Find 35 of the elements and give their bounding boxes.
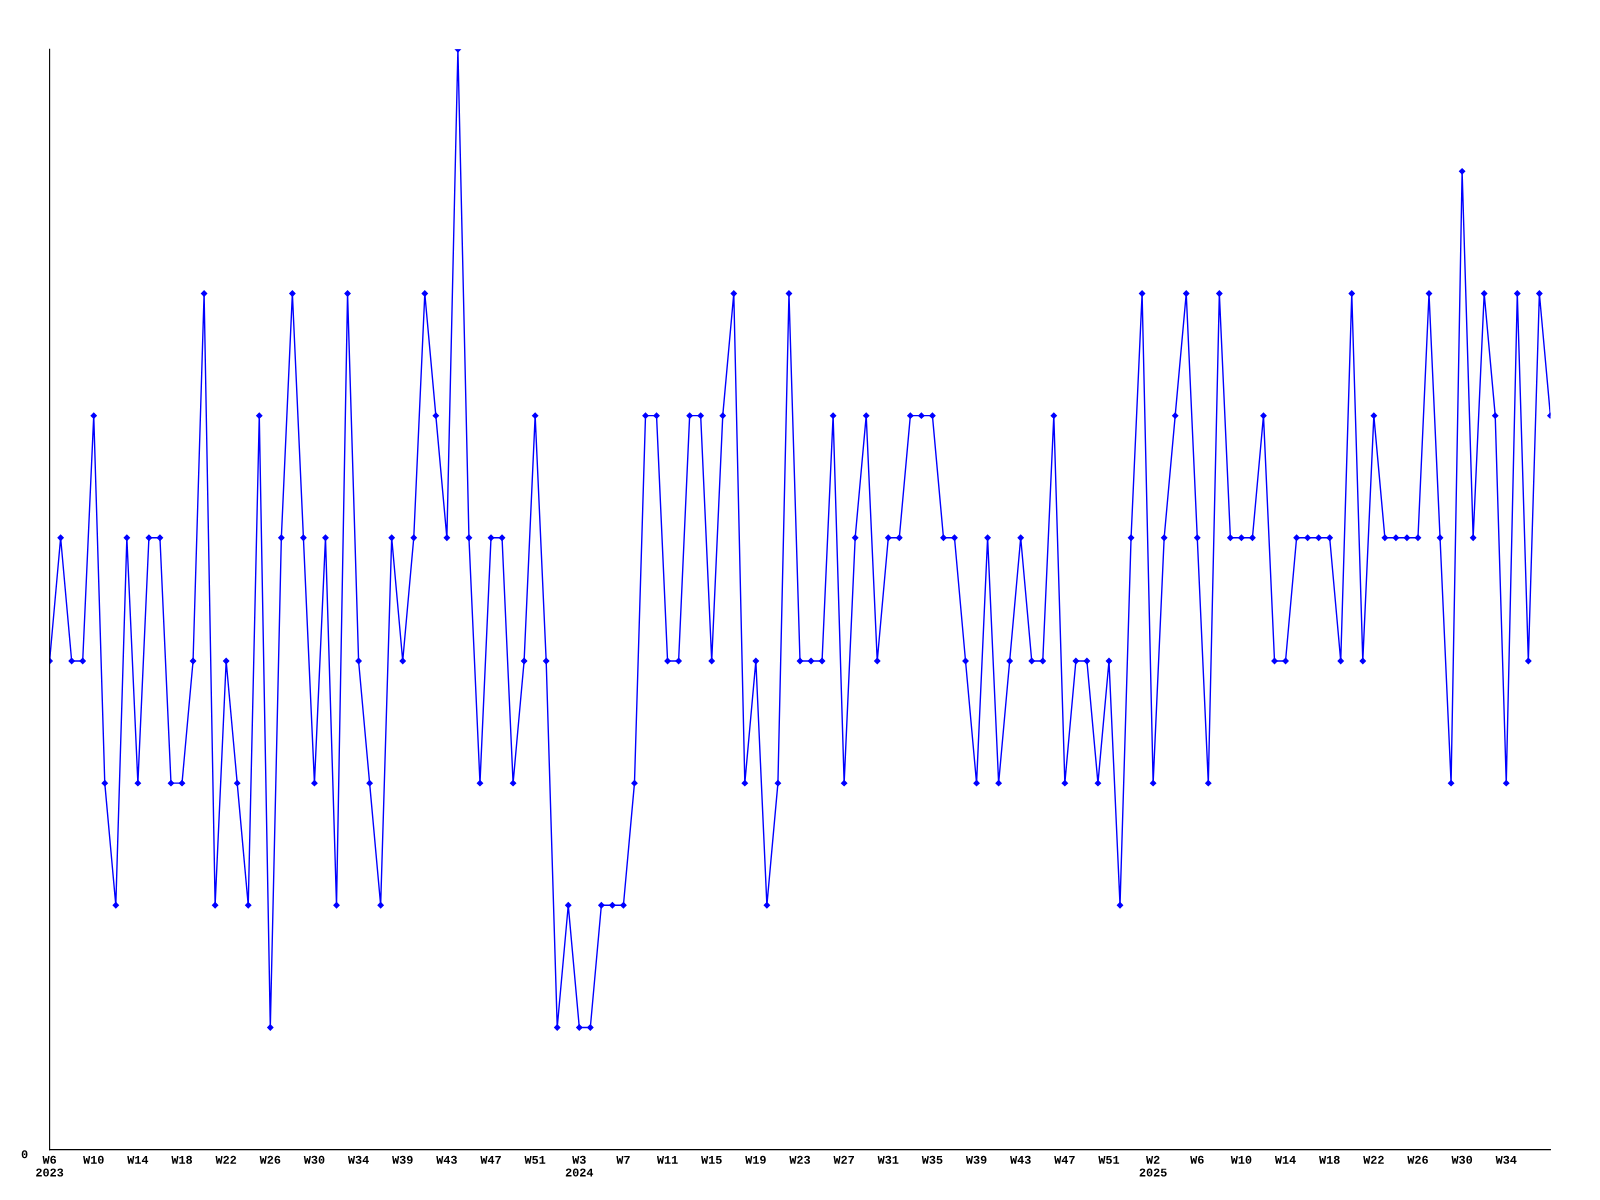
x-tick-label: W26 [259, 1155, 281, 1164]
x-tick-label: W15 [701, 1155, 722, 1164]
x-tick-label: W51 [1098, 1155, 1120, 1164]
x-tick-label: W47 [480, 1155, 501, 1164]
x-tick-label: W31 [877, 1155, 899, 1164]
x-tick-label: W18 [171, 1155, 193, 1164]
x-tick-label: W22 [1363, 1155, 1384, 1164]
x-tick-label: W14 [1274, 1155, 1296, 1164]
x-tick-label: W18 [1319, 1155, 1340, 1164]
x-tick-label: W19 [745, 1155, 766, 1164]
x-tick-label: W2 2025 [1139, 1155, 1167, 1177]
x-tick-label: W3 2024 [565, 1155, 594, 1177]
x-tick-label: W51 [524, 1155, 546, 1164]
x-tick-label: W11 [656, 1155, 678, 1164]
x-tick-label: W6 2023 [36, 1155, 64, 1177]
x-tick-label: W10 [1230, 1155, 1252, 1164]
text: 0 [21, 1150, 28, 1159]
x-tick-label: W39 [392, 1155, 413, 1164]
x-tick-label: W7 [616, 1155, 630, 1164]
x-tick-label: W47 [1054, 1155, 1075, 1164]
x-tick-label: W22 [215, 1155, 237, 1164]
x-tick-label: W14 [127, 1155, 149, 1164]
x-tick-label: W27 [833, 1155, 854, 1164]
x-tick-label: W26 [1407, 1155, 1428, 1164]
x-tick-label: W43 [436, 1155, 457, 1164]
x-tick-label: W10 [83, 1155, 104, 1164]
x-tick-label: W34 [347, 1155, 369, 1164]
x-tick-label: W39 [965, 1155, 987, 1164]
x-tick-label: W23 [789, 1155, 811, 1164]
x-tick-label: W30 [303, 1155, 325, 1164]
x-tick-label: W30 [1451, 1155, 1473, 1164]
x-tick-label: W6 [1190, 1155, 1204, 1164]
x-tick-label: W43 [1010, 1155, 1031, 1164]
x-tick-label: W35 [921, 1155, 943, 1164]
x-tick-label: W34 [1495, 1155, 1517, 1164]
